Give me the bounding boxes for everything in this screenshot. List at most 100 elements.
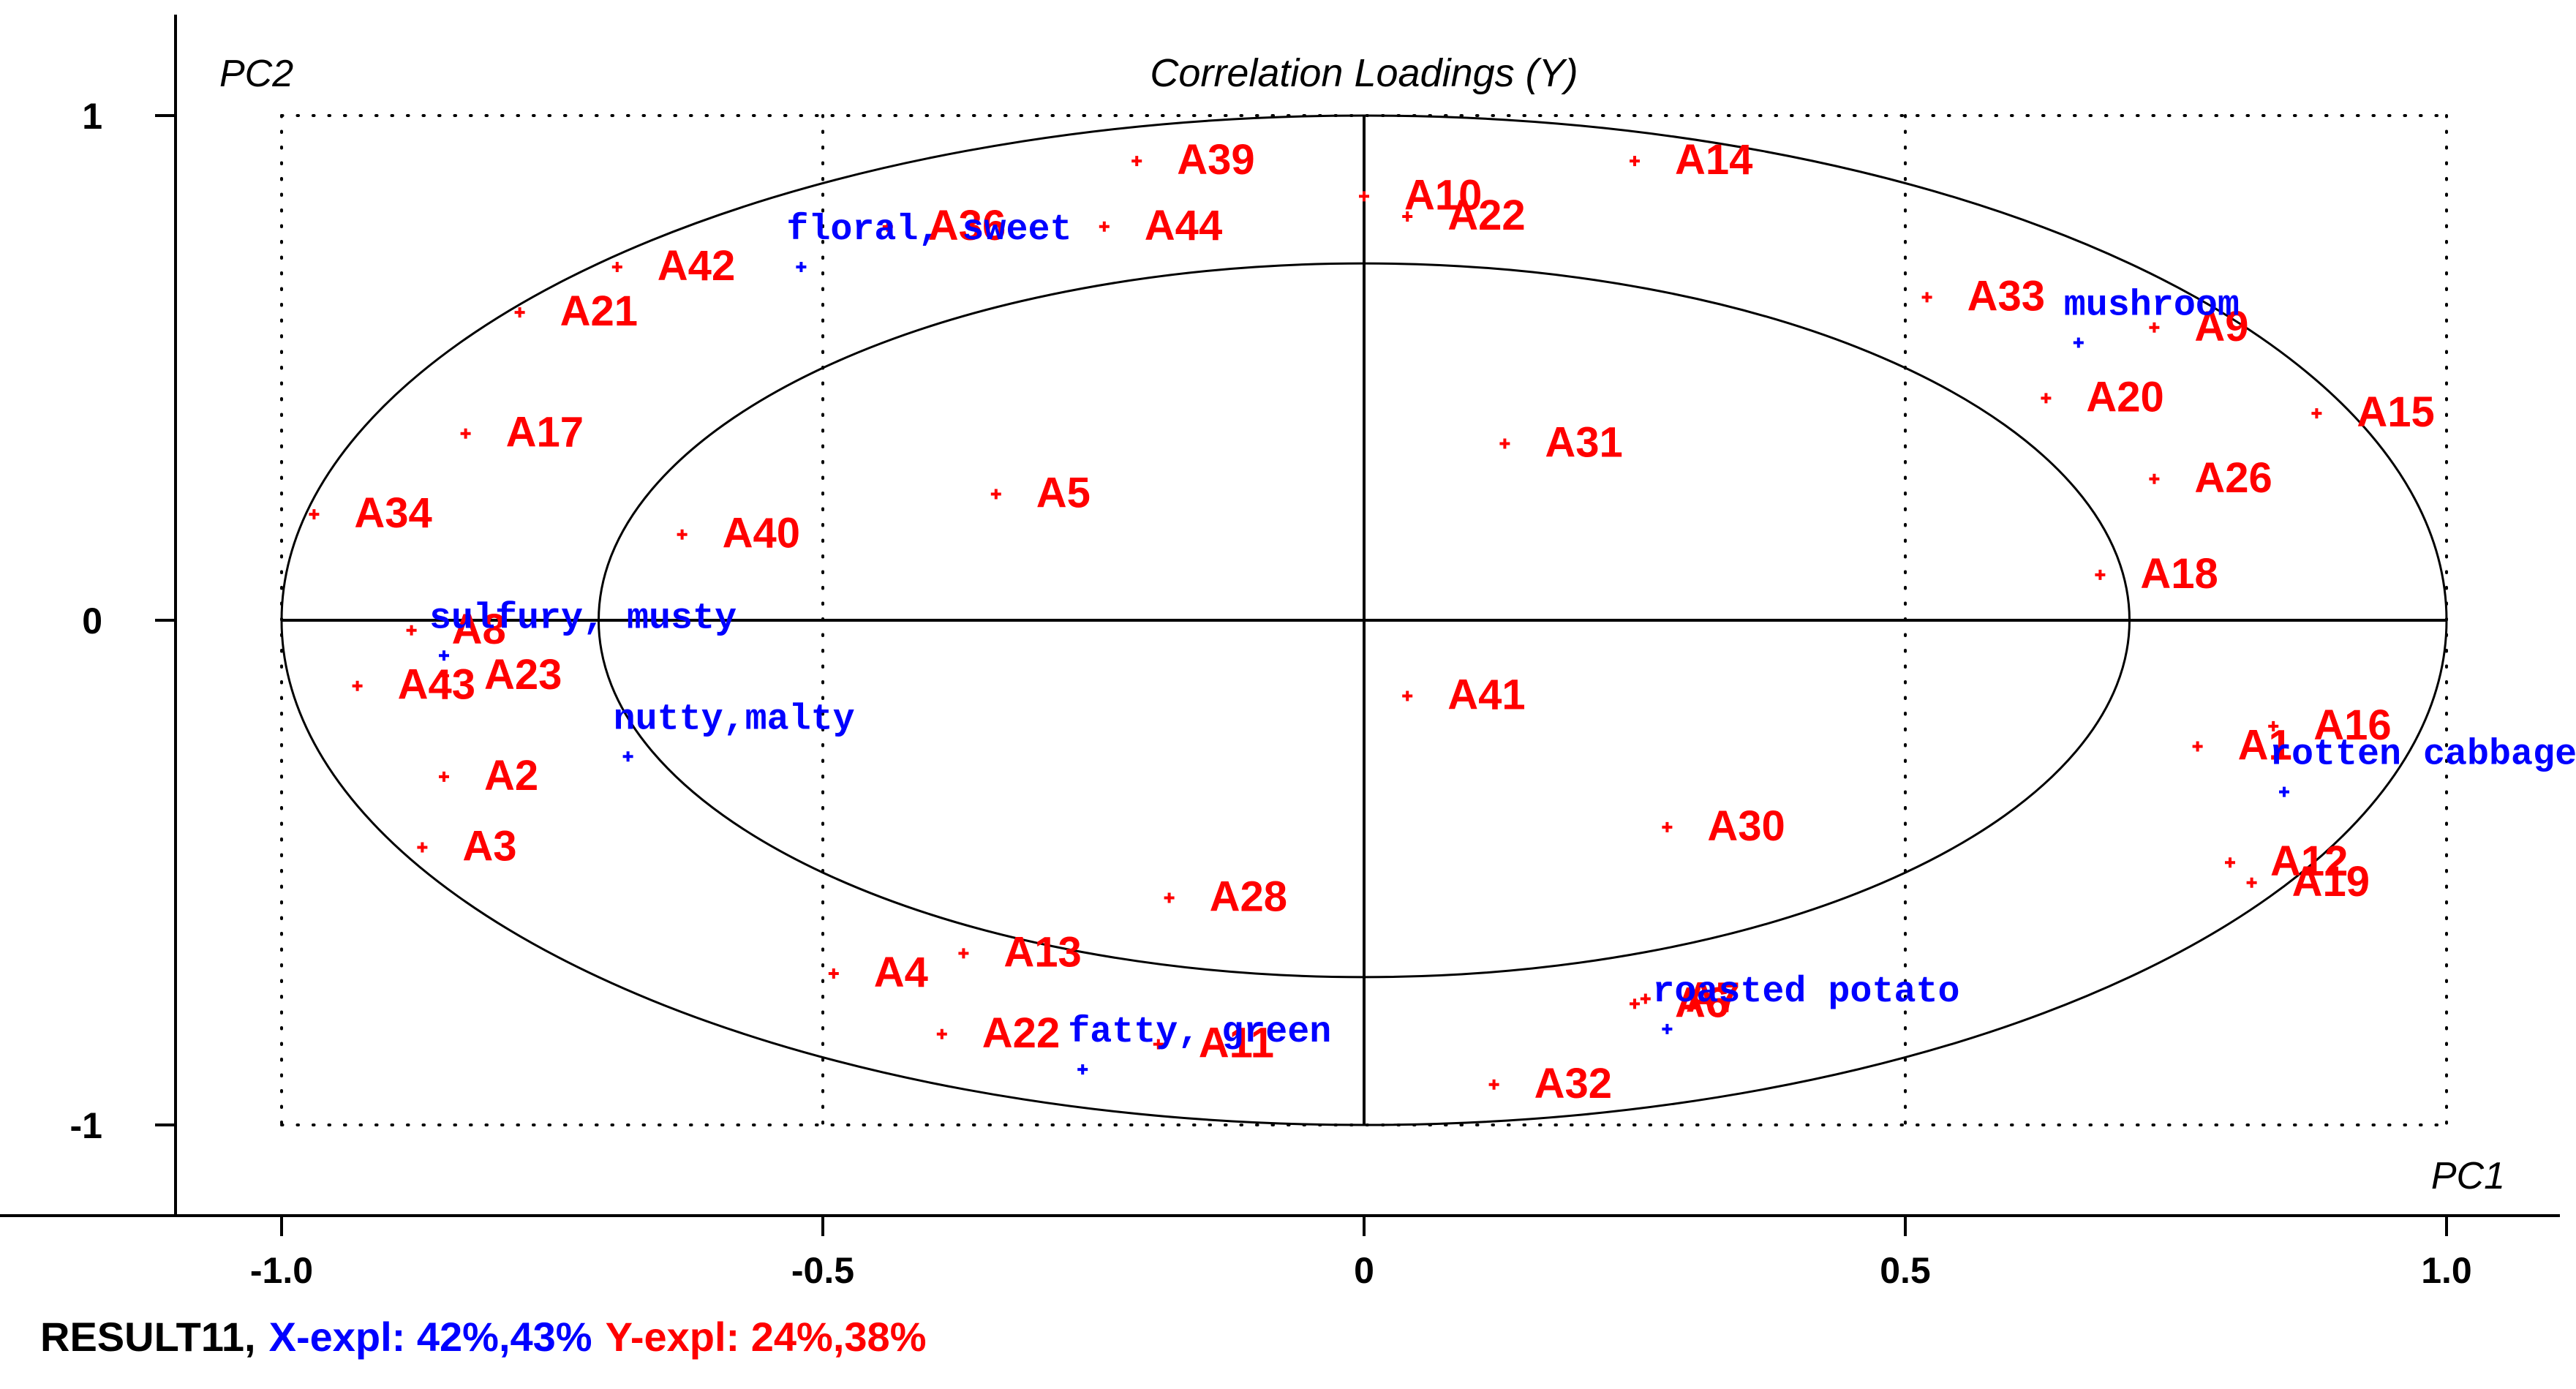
x-tick-label: 1.0: [2421, 1250, 2472, 1291]
x-tick-label: -0.5: [791, 1250, 854, 1291]
y-variable-label: A33: [1967, 272, 2045, 320]
y-variable-label: A32: [1534, 1060, 1612, 1107]
y-variable-marker: [611, 262, 622, 272]
y-variable-marker: [1359, 191, 1369, 202]
y-variable-label: A15: [2357, 388, 2434, 436]
x-axis-label: PC1: [2431, 1155, 2505, 1197]
x-variable-marker: [1662, 1023, 1673, 1034]
y-variable-label: A1: [2238, 722, 2292, 769]
y-variable-marker: [1131, 156, 1142, 167]
y-variable-marker: [2041, 393, 2052, 404]
y-variable-marker: [2268, 720, 2279, 731]
x-variable-label: mushroom: [2064, 285, 2240, 327]
axes: [0, 15, 2560, 1217]
chart-title: Correlation Loadings (Y): [1150, 51, 1578, 95]
y-variable-label: A12: [2270, 837, 2348, 885]
y-variable-label: A10: [1404, 171, 1482, 219]
y-variable-label: A8: [452, 606, 506, 653]
y-variable-label: A4: [874, 949, 928, 996]
x-variable-label: rotten cabbage,corn: [2270, 734, 2576, 776]
y-variable-marker: [936, 1028, 947, 1039]
y-variable-label: A31: [1545, 419, 1622, 467]
y-explained: Y-expl: 24%,38%: [605, 1314, 927, 1360]
y-variable-label: A20: [2086, 373, 2163, 421]
x-variable-marker: [2073, 337, 2084, 348]
y-variable-label: A2: [484, 752, 538, 799]
y-variable-label: A16: [2313, 701, 2391, 749]
y-variable-label: A21: [560, 287, 638, 335]
y-variable-marker: [460, 428, 471, 439]
y-variable-marker: [514, 307, 525, 318]
y-variable-label: A7: [1686, 974, 1740, 1022]
y-variable-label: A6: [1675, 979, 1729, 1026]
tick-labels: -1.0 -0.5 0 0.5 1.0 1 0 -1: [70, 96, 2472, 1291]
y-variable-marker: [1662, 821, 1673, 832]
result-name: RESULT11,: [40, 1314, 256, 1360]
y-axis-label: PC2: [219, 53, 293, 95]
y-variable-marker: [2311, 408, 2322, 419]
y-variable-label: A30: [1707, 802, 1785, 850]
y-variable-marker: [882, 221, 893, 232]
y-variable-label: A5: [1036, 470, 1091, 517]
y-variable-label: A14: [1675, 136, 1752, 184]
x-variable-marker: [1077, 1064, 1088, 1075]
y-variable-marker: [2095, 569, 2106, 580]
y-variable-marker: [309, 509, 320, 520]
y-variable-marker: [2149, 322, 2160, 333]
y-variable-label: A18: [2140, 550, 2218, 598]
y-tick-label: 0: [82, 601, 102, 641]
y-variable-label: A9: [2194, 303, 2248, 350]
y-variable-label: A17: [506, 409, 584, 456]
y-variable-marker: [1402, 211, 1413, 222]
x-variable-marker: [796, 262, 807, 272]
y-variable-marker: [439, 771, 449, 782]
y-variable-label: A40: [723, 510, 800, 557]
y-tick-label: 1: [82, 96, 102, 137]
x-variable-label: floral, sweet: [786, 209, 1072, 251]
y-variable-marker: [2192, 741, 2203, 752]
y-variable-label: A42: [658, 242, 735, 290]
y-variable-marker: [1402, 690, 1413, 701]
y-variable-marker: [1153, 1039, 1164, 1050]
x-variable-label: nutty,malty: [614, 699, 855, 740]
x-variable-marker: [622, 751, 633, 762]
y-variable-marker: [439, 670, 449, 681]
y-variable-marker: [1630, 998, 1640, 1009]
y-variable-label: A41: [1447, 671, 1525, 719]
y-variable-label: A26: [2194, 454, 2272, 502]
x-variable-label: roasted potato: [1652, 971, 1959, 1013]
x-variable-label: sulfury, musty: [429, 598, 737, 639]
y-variable-label: A39: [1177, 136, 1254, 184]
y-variable-label: A36: [928, 202, 1006, 249]
y-variable-marker: [1099, 221, 1110, 232]
y-variable-marker: [1164, 892, 1175, 903]
y-variable-marker: [406, 625, 417, 636]
y-variable-marker: [677, 529, 688, 540]
explained-variance-footer: RESULT11, X-expl: 42%,43% Y-expl: 24%,38%: [40, 1313, 940, 1360]
y-variable-label: A28: [1210, 873, 1287, 921]
x-variable-label: fatty, green: [1068, 1012, 1331, 1053]
y-variable-label: A34: [354, 489, 432, 537]
y-variable-marker: [1640, 993, 1651, 1004]
y-variable-marker: [990, 489, 1001, 500]
x-tick-label: 0.5: [1880, 1250, 1931, 1291]
x-variable-marker: [439, 650, 449, 661]
y-variable-marker: [828, 968, 839, 979]
y-variable-marker: [1921, 292, 1932, 303]
x-explained: X-expl: 42%,43%: [268, 1314, 592, 1360]
y-variable-marker: [2225, 857, 2235, 868]
y-variable-marker: [2246, 877, 2257, 888]
x-tick-label: 0: [1354, 1250, 1374, 1291]
y-variable-label: A3: [462, 823, 516, 870]
y-variable-label: A19: [2292, 858, 2370, 906]
y-variable-marker: [2149, 473, 2160, 484]
y-variable-label: A11: [1199, 1020, 1274, 1067]
y-variable-marker: [958, 948, 969, 959]
y-tick-label: -1: [70, 1105, 102, 1146]
y-variable-marker: [417, 842, 428, 853]
x-tick-label: -1.0: [250, 1250, 313, 1291]
y-variable-label: A23: [484, 651, 562, 699]
y-variable-label: A44: [1145, 202, 1222, 249]
